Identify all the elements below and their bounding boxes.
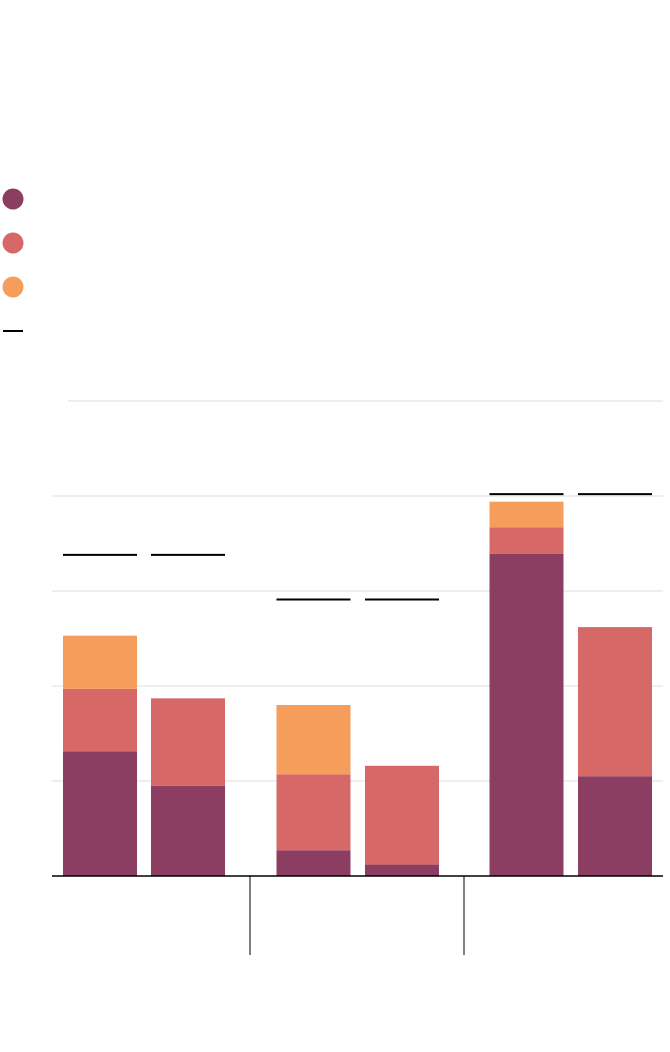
bar-segment xyxy=(276,705,351,775)
bar-segment xyxy=(578,776,652,876)
bar-segment xyxy=(151,785,225,876)
legend-marker xyxy=(2,188,24,210)
bar-segment xyxy=(151,698,225,786)
bar-segment xyxy=(276,850,351,876)
bar-segment xyxy=(365,864,439,876)
bar-segment xyxy=(276,774,351,851)
bar-segment xyxy=(489,527,564,554)
legend-marker xyxy=(2,232,24,254)
legend-marker xyxy=(2,276,24,298)
bar-segment xyxy=(489,501,564,528)
bar-segment xyxy=(63,635,137,689)
bar-segment xyxy=(365,765,439,865)
bar-segment xyxy=(63,751,137,876)
bar-segment xyxy=(63,688,137,752)
bar-segment xyxy=(489,553,564,876)
bar-segment xyxy=(578,627,652,777)
